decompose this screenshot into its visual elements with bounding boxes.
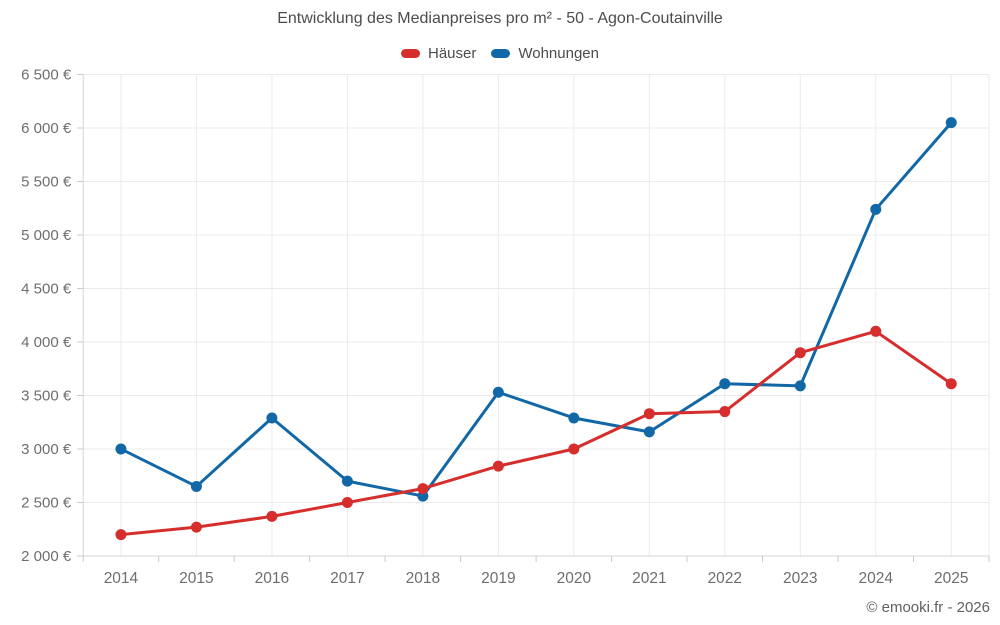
series-wohnungen: [115, 117, 957, 502]
copyright-credit: © emooki.fr - 2026: [866, 599, 990, 616]
data-point-wohnungen-2016: [266, 412, 278, 424]
axes: [77, 74, 990, 562]
x-axis-tick-label: 2022: [708, 570, 742, 587]
data-point-hauser-2014: [115, 529, 127, 541]
data-point-wohnungen-2019: [492, 386, 504, 398]
y-axis-tick-label: 4 500 €: [21, 281, 72, 298]
data-point-hauser-2017: [341, 497, 353, 508]
y-axis-tick-label: 6 500 €: [21, 67, 72, 84]
legend-item-hauser[interactable]: Häuser: [401, 45, 476, 62]
legend-label-wohnungen: Wohnungen: [518, 45, 599, 62]
chart-title: Entwicklung des Medianpreises pro m² - 5…: [277, 10, 723, 27]
x-axis-tick-label: 2021: [632, 570, 666, 587]
data-point-hauser-2018: [417, 483, 429, 495]
legend-item-wohnungen[interactable]: Wohnungen: [491, 45, 599, 62]
data-point-wohnungen-2025: [945, 117, 957, 129]
x-axis-tick-label: 2014: [104, 570, 139, 587]
data-point-wohnungen-2020: [568, 412, 580, 424]
gridlines: [83, 74, 990, 556]
legend-label-hauser: Häuser: [428, 45, 477, 62]
y-axis-tick-label: 5 000 €: [21, 227, 72, 244]
data-point-hauser-2016: [266, 510, 278, 522]
legend: Häuser Wohnungen: [0, 45, 1000, 62]
data-point-hauser-2025: [945, 378, 957, 390]
x-axis-tick-label: 2024: [859, 570, 894, 587]
data-point-wohnungen-2015: [190, 480, 202, 492]
data-point-wohnungen-2021: [643, 426, 655, 438]
y-axis-tick-label: 2 500 €: [21, 495, 72, 512]
y-axis-tick-label: 3 000 €: [21, 441, 72, 458]
y-axis-tick-label: 6 000 €: [21, 120, 72, 137]
data-point-hauser-2020: [568, 443, 580, 455]
y-axis-tick-label: 4 000 €: [21, 334, 72, 351]
legend-swatch-wohnungen: [491, 49, 511, 58]
data-point-wohnungen-2014: [115, 443, 127, 455]
x-axis-tick-label: 2020: [557, 570, 592, 587]
data-point-wohnungen-2022: [719, 378, 731, 390]
y-axis-tick-label: 3 500 €: [21, 388, 72, 405]
x-axis-tick-label: 2023: [783, 570, 817, 587]
axis-labels: 2 000 € 2 500 € 3 000 € 3 500 € 4 000 € 4 500…: [21, 67, 968, 588]
data-point-hauser-2019: [492, 460, 504, 472]
data-point-wohnungen-2017: [341, 475, 353, 487]
series-line-wohnungen: [119, 121, 953, 498]
legend-swatch-hauser: [401, 49, 420, 58]
data-point-hauser-2023: [794, 347, 806, 359]
series-hauser: [115, 325, 957, 541]
data-point-wohnungen-2024: [870, 203, 882, 215]
x-axis-tick-label: 2025: [934, 570, 968, 587]
data-point-hauser-2021: [643, 408, 655, 420]
x-axis-tick-label: 2018: [406, 570, 440, 587]
y-axis-tick-label: 5 500 €: [21, 174, 72, 191]
y-axis-tick-label: 2 000 €: [21, 548, 72, 565]
data-point-hauser-2015: [190, 521, 202, 533]
series-line-hauser: [119, 329, 953, 537]
x-axis-tick-label: 2015: [179, 570, 213, 587]
x-axis-tick-label: 2017: [330, 570, 364, 587]
x-axis-tick-label: 2019: [481, 570, 515, 587]
data-point-hauser-2022: [719, 406, 731, 418]
x-axis-tick-label: 2016: [255, 570, 289, 587]
data-point-hauser-2024: [870, 325, 882, 337]
data-point-wohnungen-2023: [794, 380, 806, 392]
